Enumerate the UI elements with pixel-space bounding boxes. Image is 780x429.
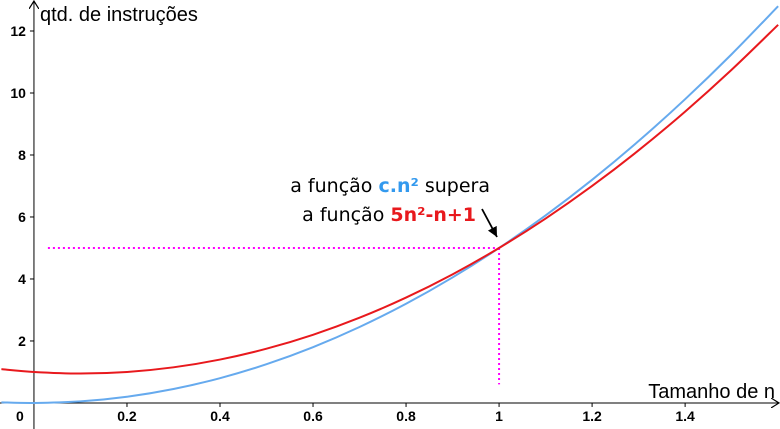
- x-tick-label: 1.4: [675, 408, 695, 424]
- x-tick-label: 1.2: [582, 408, 602, 424]
- y-axis-label: qtd. de instruções: [40, 4, 198, 26]
- y-tick-label: 6: [18, 209, 26, 225]
- x-tick-label: 0.4: [210, 408, 230, 424]
- x-tick-label: 0.8: [396, 408, 416, 424]
- x-tick-label: 0: [16, 408, 24, 424]
- y-tick-label: 2: [18, 333, 26, 349]
- series-line: [1, 5, 779, 404]
- x-tick-label: 0.2: [117, 408, 137, 424]
- y-tick-label: 12: [10, 23, 26, 39]
- annotation-text: supera: [419, 175, 490, 197]
- annotation-text: a função: [302, 204, 390, 226]
- y-tick-label: 8: [18, 147, 26, 163]
- x-axis-label: Tamanho de n: [648, 381, 775, 403]
- series-line: [1, 24, 779, 375]
- y-tick-label: 10: [10, 85, 26, 101]
- annotation: a função c.n² supera: [290, 175, 490, 197]
- annotation-text: a função: [290, 175, 378, 197]
- y-tick-label: 4: [18, 271, 26, 287]
- annotation-text: c.n²: [378, 175, 418, 197]
- x-tick-label: 0.6: [303, 408, 323, 424]
- annotation-text: 5n²-n+1: [390, 204, 476, 226]
- x-tick-label: 1: [495, 408, 503, 424]
- annotation-arrow: [481, 208, 498, 238]
- annotation: a função 5n²-n+1: [302, 204, 476, 226]
